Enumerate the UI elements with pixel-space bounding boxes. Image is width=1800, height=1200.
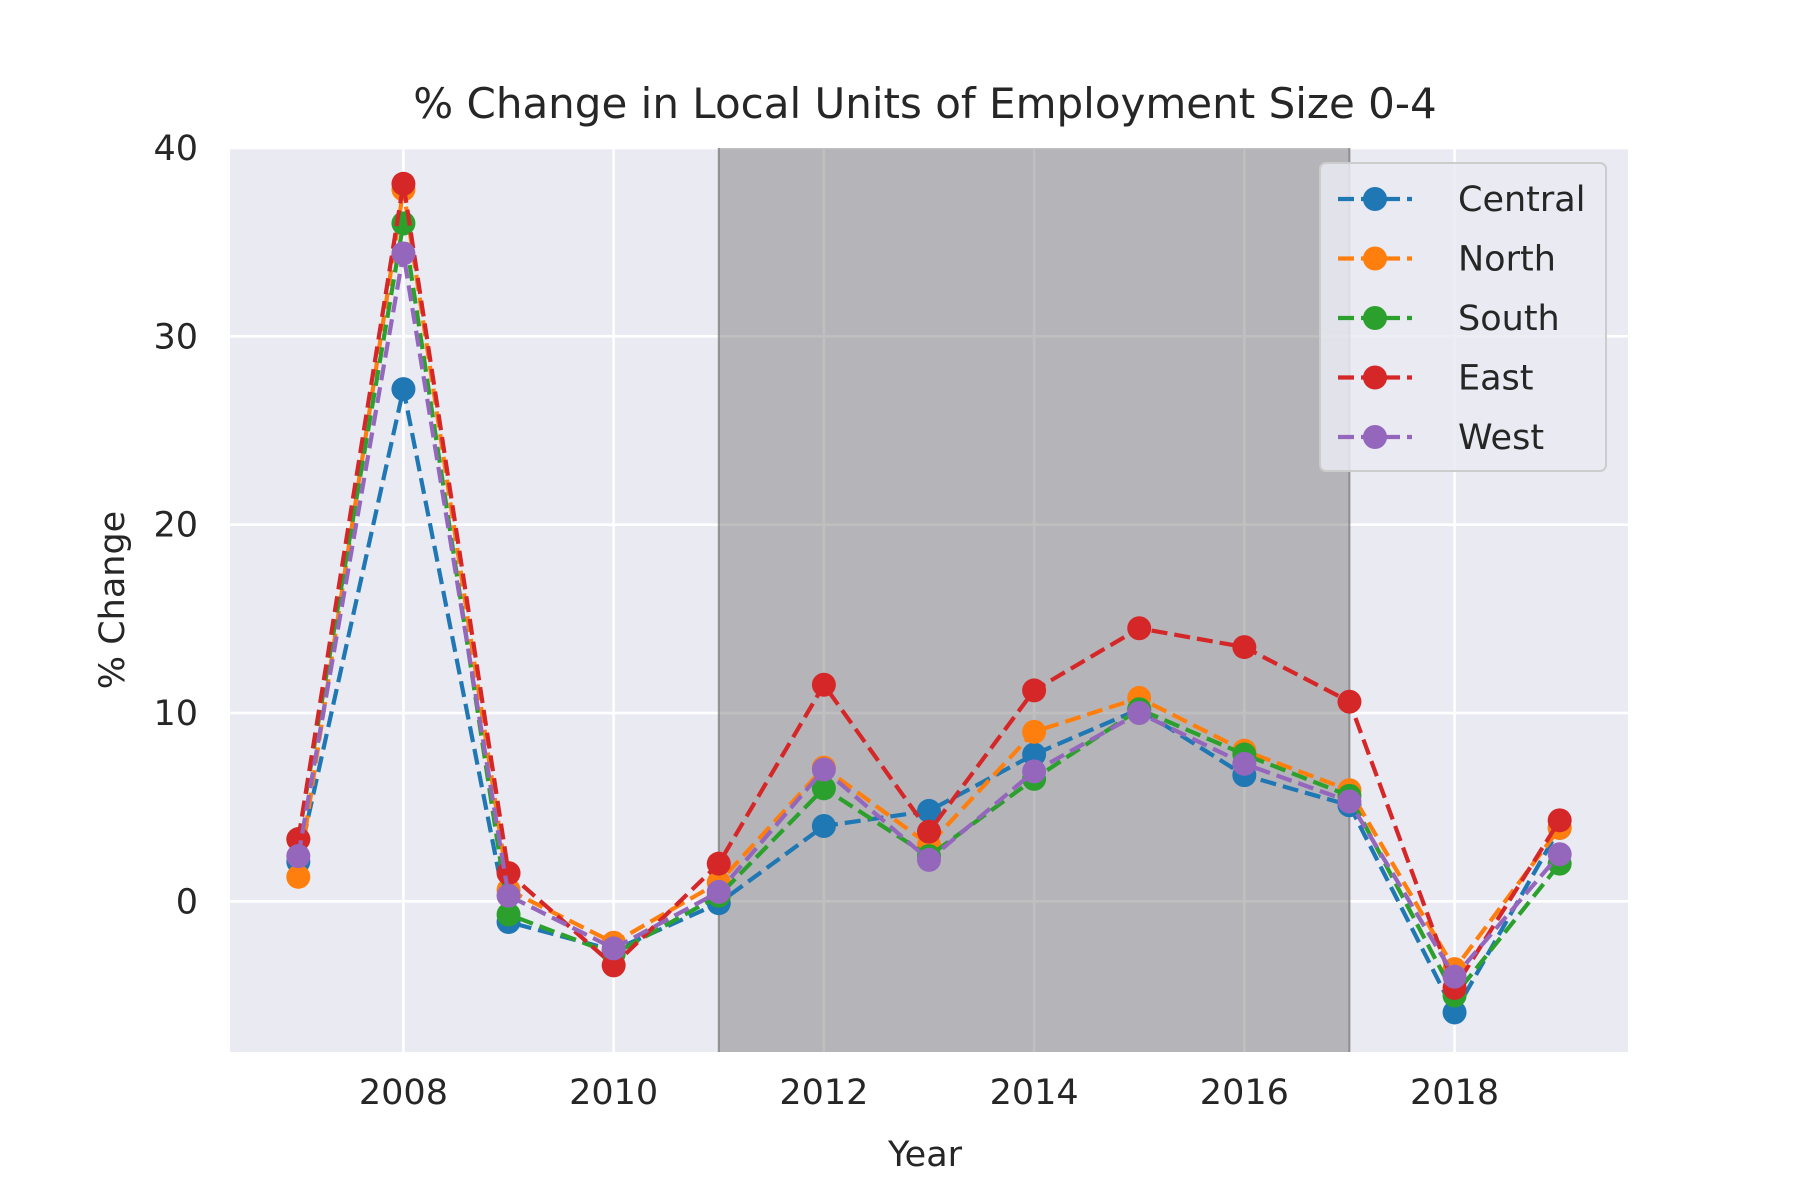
y-tick-label: 0 — [176, 882, 198, 922]
x-tick-label: 2012 — [779, 1073, 868, 1113]
chart-title: % Change in Local Units of Employment Si… — [413, 79, 1437, 128]
data-point-west — [286, 844, 311, 869]
data-point-east — [706, 851, 731, 876]
x-tick-label: 2014 — [990, 1073, 1079, 1113]
data-point-north — [286, 864, 311, 889]
data-point-west — [496, 883, 521, 908]
x-tick-label: 2008 — [359, 1073, 448, 1113]
legend-label: Central — [1458, 180, 1585, 220]
legend-item-north: North — [1338, 240, 1556, 280]
shaded-region-layer — [717, 148, 1351, 1052]
data-point-west — [391, 241, 416, 266]
data-point-west — [601, 936, 626, 961]
data-point-west — [1022, 759, 1047, 784]
legend-marker — [1363, 246, 1387, 271]
y-axis-ticks: 0 10 20 30 40 — [153, 129, 198, 922]
data-point-west — [1127, 701, 1152, 725]
legend-marker — [1363, 365, 1387, 390]
data-point-central — [811, 814, 836, 838]
data-point-central — [917, 798, 941, 823]
data-point-east — [391, 171, 416, 196]
legend: Central North South East West — [1319, 162, 1607, 472]
data-point-east — [601, 953, 626, 978]
legend-marker — [1363, 187, 1387, 211]
x-axis-label: Year — [887, 1135, 963, 1175]
y-tick-label: 20 — [153, 506, 198, 546]
series-layer — [286, 171, 1572, 1025]
legend-item-south: South — [1338, 299, 1560, 339]
data-point-north — [1022, 719, 1047, 744]
data-point-central — [1442, 1000, 1467, 1025]
legend-marker — [1363, 425, 1387, 449]
data-point-east — [811, 672, 836, 697]
legend-box — [1319, 162, 1607, 472]
series-west — [286, 241, 1572, 989]
legend-item-central: Central — [1338, 180, 1585, 220]
data-point-east — [917, 819, 941, 844]
legend-marker — [1363, 306, 1387, 330]
data-point-west — [706, 879, 731, 904]
data-point-east — [496, 861, 521, 886]
x-tick-label: 2010 — [569, 1073, 658, 1113]
x-tick-label: 2016 — [1200, 1073, 1289, 1113]
data-point-east — [1022, 678, 1047, 703]
legend-label: West — [1458, 418, 1544, 458]
data-point-west — [917, 847, 941, 872]
y-axis-label: % Change — [93, 511, 133, 689]
data-point-south — [811, 776, 836, 801]
data-point-west — [1232, 751, 1257, 776]
data-point-central — [391, 377, 416, 402]
y-tick-label: 10 — [153, 694, 198, 734]
x-axis-ticks: 2008 2010 2012 2014 2016 2018 — [359, 1073, 1499, 1113]
legend-item-west: West — [1338, 418, 1544, 458]
data-point-west — [1442, 964, 1467, 989]
data-point-central — [1022, 742, 1047, 767]
data-point-west — [1337, 789, 1362, 814]
data-point-east — [1547, 808, 1572, 833]
data-point-east — [1127, 616, 1152, 641]
data-point-west — [1547, 842, 1572, 867]
data-point-east — [1337, 689, 1362, 714]
data-point-east — [1232, 635, 1257, 660]
y-tick-label: 30 — [153, 317, 198, 357]
legend-label: South — [1458, 299, 1560, 339]
y-tick-label: 40 — [153, 129, 198, 169]
legend-label: East — [1458, 359, 1534, 399]
legend-label: North — [1458, 240, 1556, 280]
data-point-west — [811, 757, 836, 782]
x-tick-label: 2018 — [1410, 1073, 1499, 1113]
data-point-south — [496, 902, 521, 927]
shaded-region — [718, 148, 1350, 1052]
legend-item-east: East — [1338, 359, 1534, 399]
